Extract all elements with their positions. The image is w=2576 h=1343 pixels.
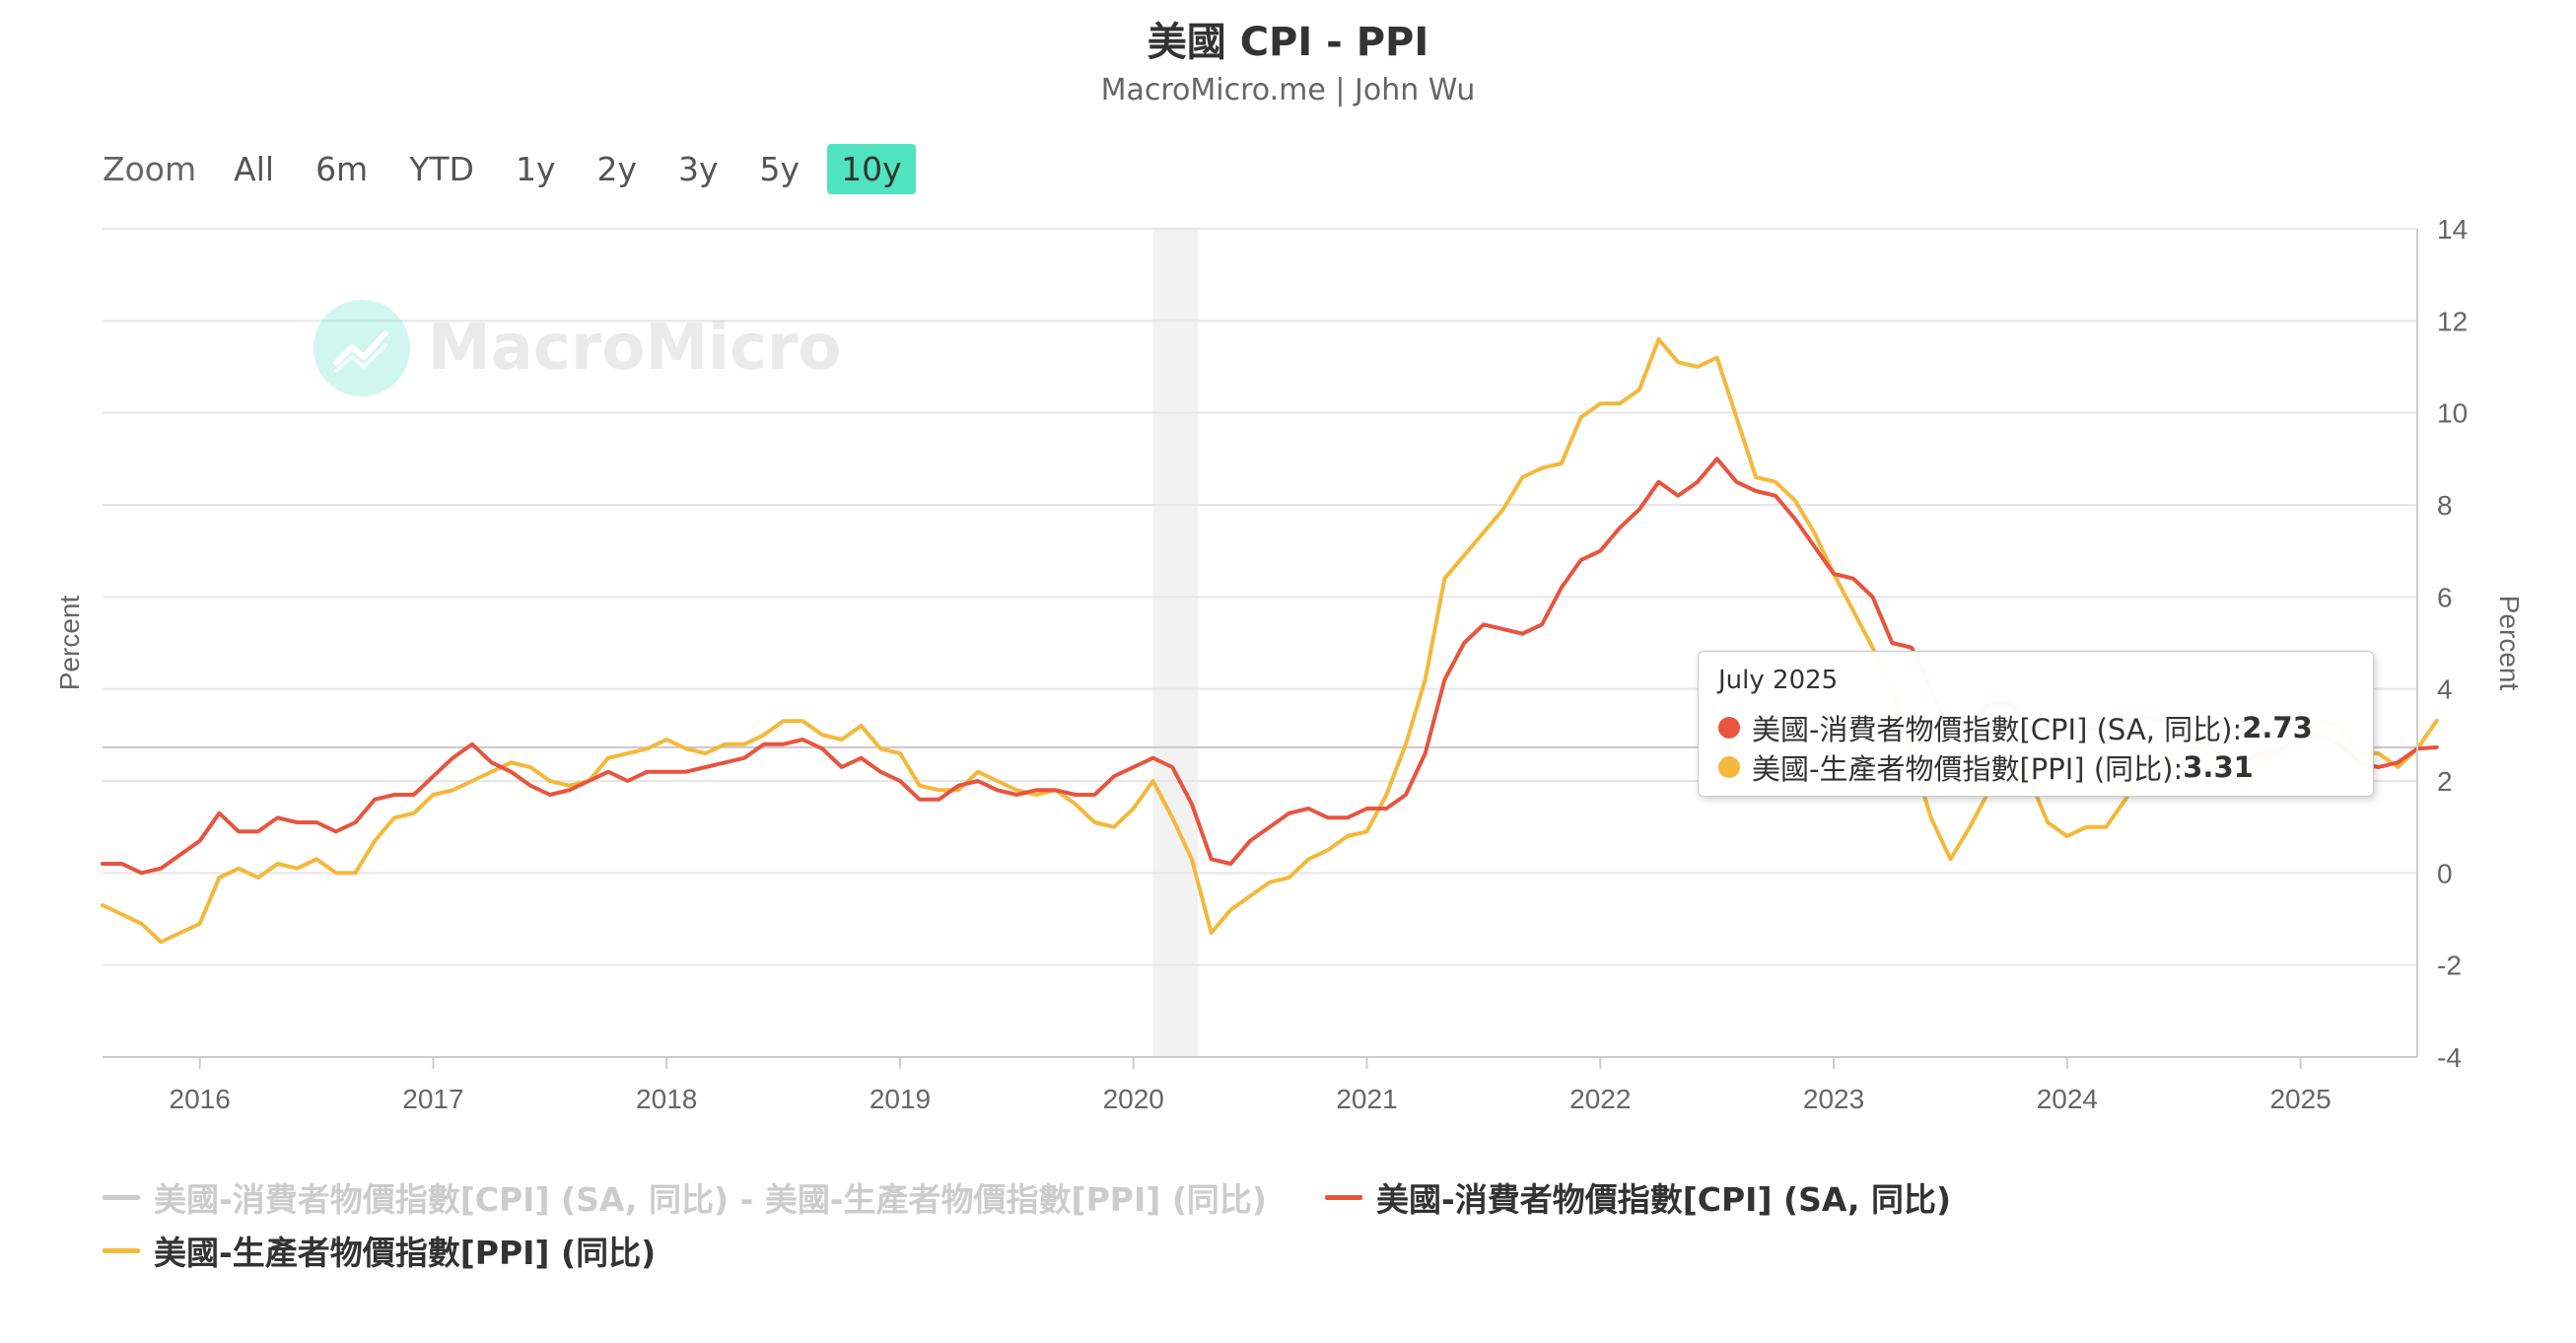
recession-band-layer	[1152, 229, 1198, 1057]
zoom-all-button[interactable]: All	[234, 149, 275, 188]
x-tick-label: 2023	[1803, 1084, 1864, 1114]
legend-cpi-line-icon	[1325, 1194, 1362, 1200]
tooltip-ppi-label: 美國-生產者物價指數[PPI] (同比):	[1752, 752, 2184, 786]
y-tick-label: 14	[2437, 214, 2468, 245]
zoom-5y-button[interactable]: 5y	[759, 149, 801, 188]
tooltip-ppi-dot-icon	[1718, 756, 1740, 778]
series-line-ppi[interactable]	[101, 337, 2439, 945]
y-tick-label: -2	[2437, 951, 2462, 981]
y-tick-label: -4	[2437, 1042, 2462, 1073]
legend-item-ppi[interactable]: 美國-生產者物價指數[PPI] (同比)	[103, 1227, 656, 1274]
watermark: MacroMicro	[313, 300, 841, 396]
axis-layer: -4 -2 0 2 4 6 8 10 12 14 2016 2017 2018 2019 2020 2021 2…	[103, 214, 2468, 1114]
chart-title: 美國 CPI - PPI	[1147, 20, 1429, 65]
zoom-ytd-button[interactable]: YTD	[409, 149, 474, 188]
y-tick-label: 6	[2437, 582, 2453, 612]
series-layer	[101, 337, 2439, 945]
x-tick-label: 2024	[2037, 1084, 2098, 1114]
tooltip-ppi-value: 3.31	[2183, 750, 2254, 784]
zoom-bar: Zoom All 6m YTD 1y 2y 3y 5y 10y	[103, 142, 930, 195]
y-tick-label: 2	[2437, 766, 2453, 797]
y-tick-label: 8	[2437, 490, 2453, 521]
y-tick-label: 4	[2437, 674, 2453, 705]
legend-spread-line-icon	[103, 1194, 140, 1200]
zoom-3y-button[interactable]: 3y	[678, 149, 719, 188]
zoom-label: Zoom	[103, 149, 197, 188]
legend-ppi-line-icon	[103, 1247, 140, 1253]
x-tick-label: 2019	[870, 1084, 931, 1114]
y-tick-label: 0	[2437, 858, 2453, 888]
tooltip-cpi-dot-icon	[1718, 717, 1740, 739]
tooltip-row-cpi: 美國-消費者物價指數[CPI] (SA, 同比): 2.73	[1718, 707, 2313, 748]
x-tick-label: 2016	[170, 1084, 231, 1114]
zoom-2y-button[interactable]: 2y	[596, 149, 638, 188]
x-tick-label: 2020	[1103, 1084, 1164, 1114]
watermark-text: MacroMicro	[428, 312, 842, 385]
legend-cpi-label: 美國-消費者物價指數[CPI] (SA, 同比)	[1376, 1180, 1952, 1219]
legend-item-spread[interactable]: 美國-消費者物價指數[CPI] (SA, 同比) - 美國-生產者物價指數[PP…	[103, 1173, 1267, 1221]
chart-subtitle: MacroMicro.me | John Wu	[1100, 73, 1476, 107]
tooltip-date: July 2025	[1718, 666, 1839, 695]
y-axis-label-right: Percent	[2494, 596, 2525, 691]
legend-item-cpi[interactable]: 美國-消費者物價指數[CPI] (SA, 同比)	[1325, 1173, 1951, 1221]
zoom-6m-button[interactable]: 6m	[315, 149, 369, 188]
x-tick-label: 2018	[636, 1084, 697, 1114]
watermark-logo-icon	[313, 300, 410, 396]
x-tick-label: 2022	[1569, 1084, 1631, 1114]
x-tick-label: 2025	[2269, 1084, 2331, 1114]
y-tick-label: 12	[2437, 306, 2468, 336]
tooltip-cpi-value: 2.73	[2242, 711, 2313, 744]
zoom-1y-button[interactable]: 1y	[515, 149, 556, 188]
y-axis-label-left: Percent	[54, 596, 85, 691]
legend-ppi-label: 美國-生產者物價指數[PPI] (同比)	[154, 1234, 657, 1272]
x-tick-label: 2021	[1336, 1084, 1397, 1114]
y-tick-label: 10	[2437, 398, 2468, 429]
zoom-10y-button[interactable]: 10y	[827, 143, 916, 194]
recession-band	[1152, 229, 1198, 1057]
tooltip-cpi-label: 美國-消費者物價指數[CPI] (SA, 同比):	[1752, 713, 2243, 746]
tooltip-row-ppi: 美國-生產者物價指數[PPI] (同比): 3.31	[1718, 746, 2254, 788]
tooltip: July 2025 美國-消費者物價指數[CPI] (SA, 同比): 2.73…	[1698, 651, 2374, 797]
legend-spread-label: 美國-消費者物價指數[CPI] (SA, 同比) - 美國-生產者物價指數[PP…	[154, 1180, 1267, 1219]
x-tick-label: 2017	[402, 1084, 463, 1114]
